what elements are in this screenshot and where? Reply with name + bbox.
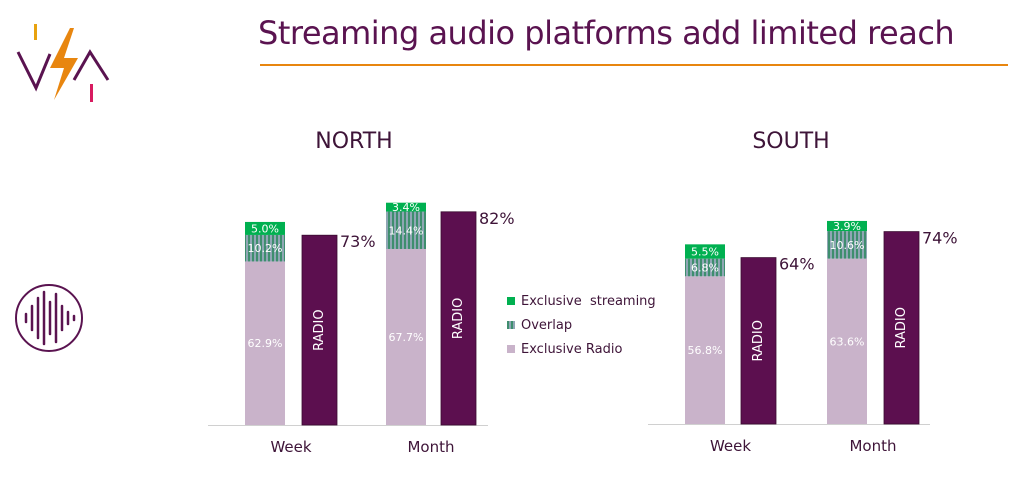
region-title: SOUTH [752,129,829,154]
exclusive-streaming-label: 5.5% [691,245,719,258]
radio-total-bar [301,234,338,426]
radio-total-label: 64% [779,255,815,274]
category-label: Week [270,438,311,456]
legend-swatch [507,345,515,353]
overlap-label: 6.8% [691,261,719,274]
overlap-label: 10.6% [830,239,865,252]
overlap-bar [245,234,285,262]
exclusive-streaming-label: 3.9% [833,220,861,233]
radio-total-label: 73% [340,232,376,251]
radio-total-bar [440,211,477,426]
exclusive-radio-bar [386,248,426,425]
legend: Exclusive streaming Overlap Exclusive Ra… [507,289,656,361]
exclusive-radio-label: 63.6% [830,335,865,348]
exclusive-streaming-bar [386,202,426,212]
sound-wave-icon [15,284,83,352]
radio-bar-label: RADIO [751,320,766,361]
overlap-label: 10.2% [248,242,283,255]
exclusive-radio-bar [827,258,867,424]
radio-total-bar [883,231,920,425]
category-label: Week [710,437,751,455]
exclusive-streaming-label: 3.4% [392,201,420,214]
overlap-bar [386,211,426,249]
exclusive-radio-label: 56.8% [688,344,723,357]
vsa-logo-icon [16,24,110,102]
category-label: Month [849,437,896,455]
radio-bar-label: RADIO [894,307,909,348]
legend-item-overlap: Overlap [507,313,656,337]
region-title: NORTH [315,129,392,154]
overlap-label: 14.4% [389,224,424,237]
radio-total-label: 82% [479,209,515,228]
exclusive-radio-bar [245,261,285,425]
exclusive-radio-label: 67.7% [389,331,424,344]
exclusive-streaming-bar [827,220,867,232]
radio-bar-label: RADIO [312,309,327,350]
title-underline [260,64,1008,66]
legend-label: Overlap [521,317,573,333]
legend-item-exclusive-streaming: Exclusive streaming [507,289,656,313]
exclusive-streaming-label: 5.0% [251,222,279,235]
overlap-bar [827,231,867,259]
radio-total-bar [740,257,777,425]
legend-item-exclusive-radio: Exclusive Radio [507,337,656,361]
legend-label: Exclusive Radio [521,341,623,357]
exclusive-streaming-bar [245,221,285,235]
exclusive-radio-label: 62.9% [248,337,283,350]
radio-total-label: 74% [922,229,958,248]
legend-swatch [507,321,515,329]
overlap-bar [685,258,725,277]
radio-bar-label: RADIO [451,298,466,339]
exclusive-radio-bar [685,276,725,424]
category-label: Month [407,438,454,456]
legend-label: Exclusive streaming [521,293,656,309]
legend-swatch [507,297,515,305]
page-title: Streaming audio platforms add limited re… [258,14,955,52]
exclusive-streaming-bar [685,244,725,259]
